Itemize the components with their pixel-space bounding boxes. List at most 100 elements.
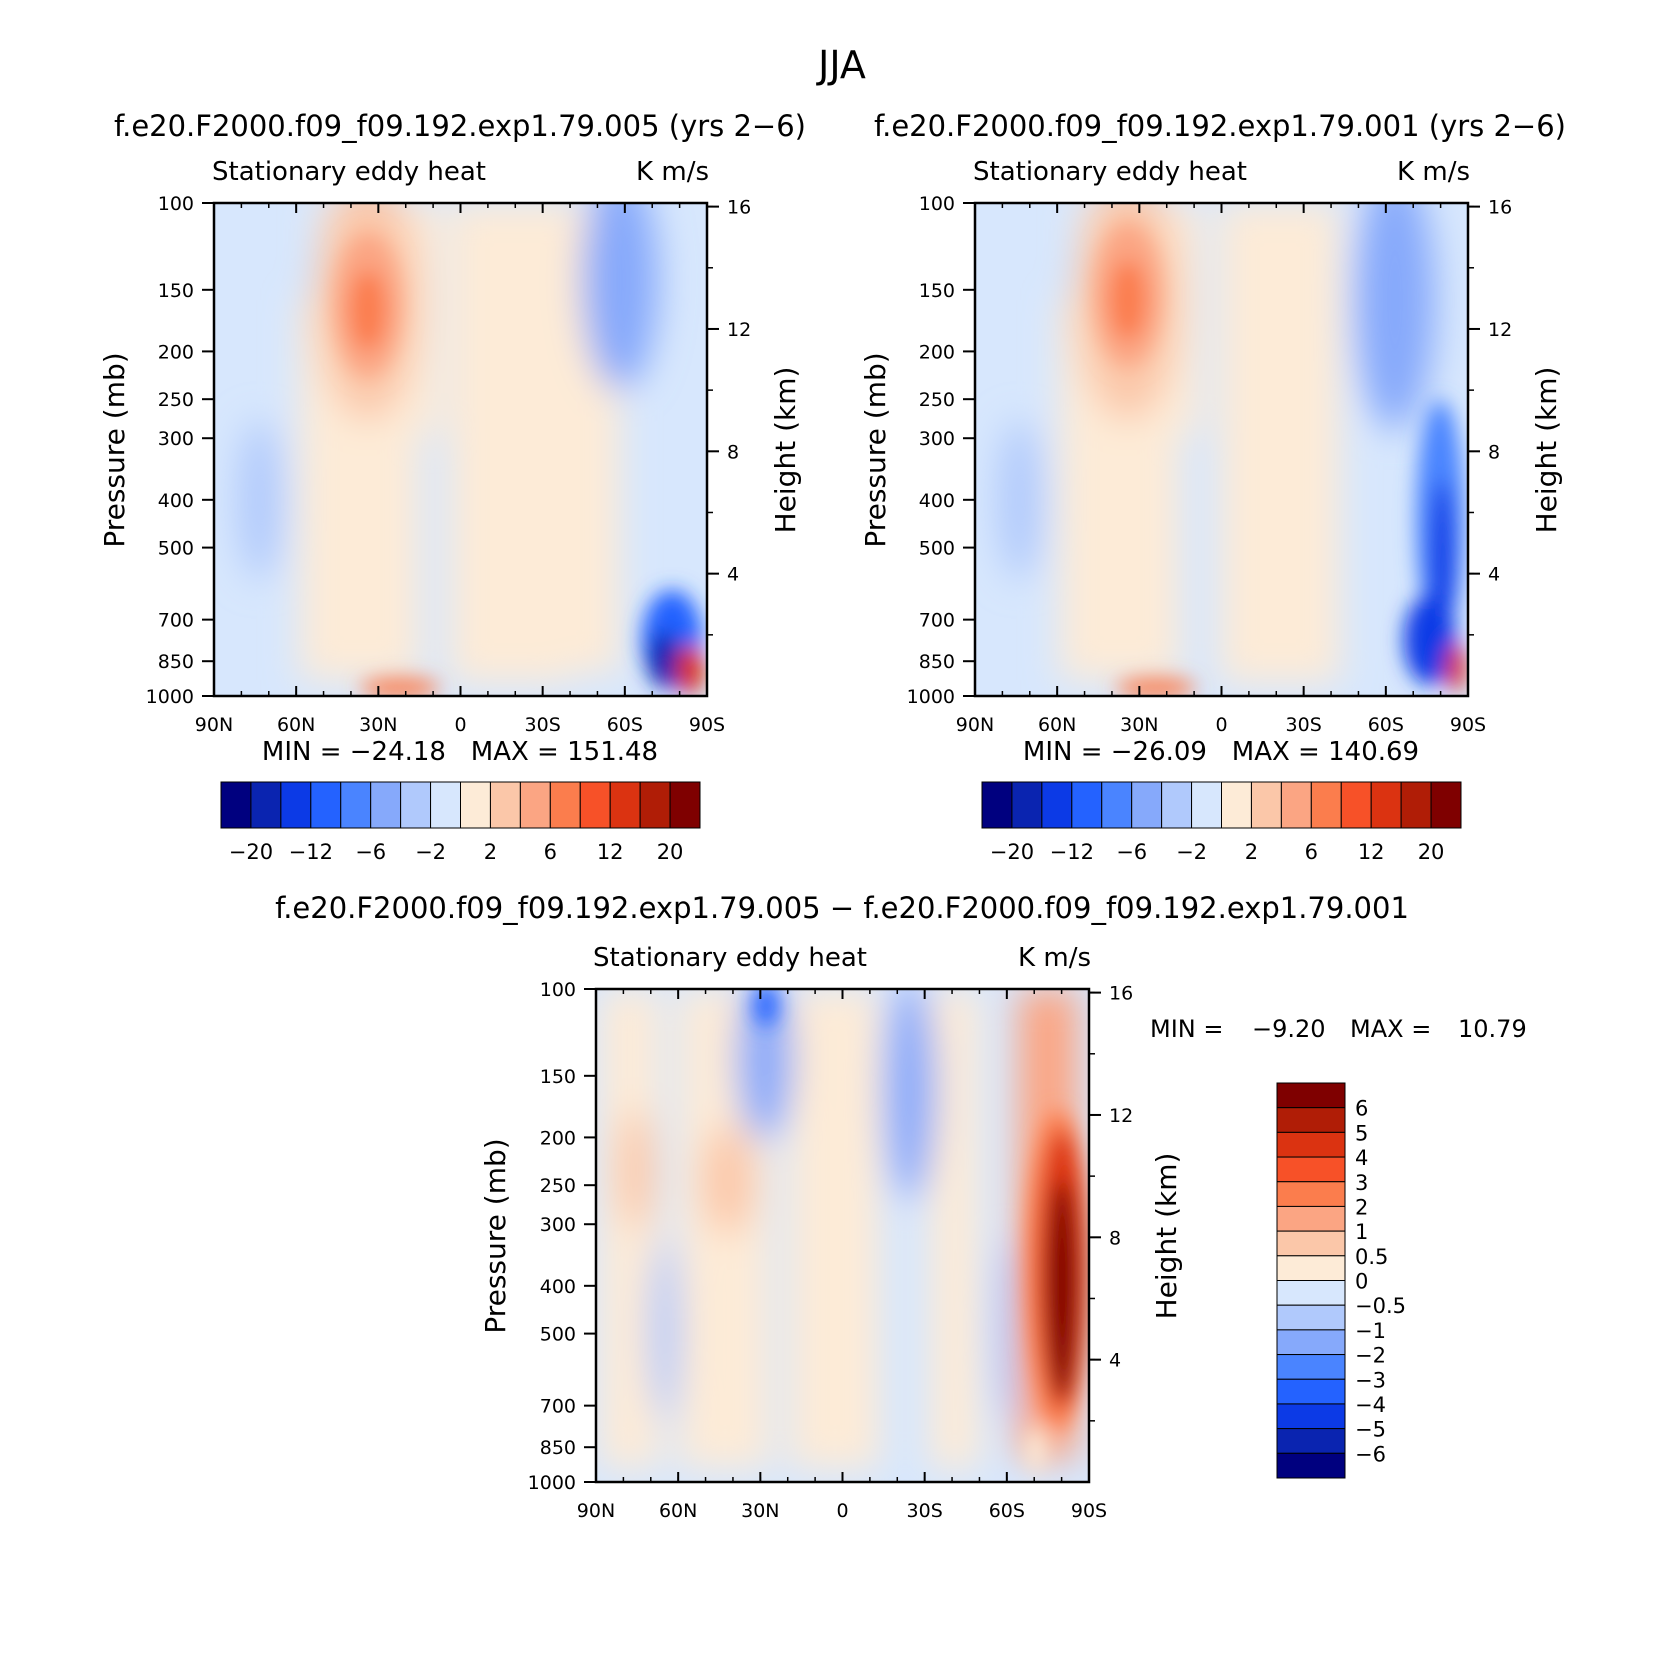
- y-tick-label: 250: [919, 389, 955, 411]
- stats-label: MIN = −26.09 MAX = 140.69: [1023, 737, 1419, 767]
- colorbar-label: 2: [1245, 840, 1258, 864]
- y-tick-label: 300: [540, 1214, 576, 1236]
- colorbar-label: −0.5: [1355, 1294, 1406, 1318]
- contour-field: [975, 203, 1468, 696]
- smoothed-features: [600, 989, 1078, 1469]
- panel-title: f.e20.F2000.f09_f09.192.exp1.79.005 − f.…: [275, 891, 1409, 925]
- colorbar-label: 5: [1355, 1121, 1368, 1145]
- colorbar-box: [1370, 781, 1402, 829]
- y2-tick-label: 8: [1488, 441, 1500, 463]
- y-axis-left: 100 150 200 250 300 400 500 700 850 1000: [528, 979, 596, 1494]
- colorbar-box: [1276, 1304, 1346, 1331]
- y-axis-right: 16 12 8 4: [707, 197, 751, 636]
- positive-band: [1220, 203, 1340, 683]
- colorbar-label: −5: [1355, 1418, 1386, 1442]
- sharp-features: [754, 989, 1089, 1474]
- colorbar-box: [1250, 781, 1282, 829]
- panel-title: f.e20.F2000.f09_f09.192.exp1.79.005 (yrs…: [114, 109, 806, 143]
- y-axis-left: 100 150 200 250 300 400 500 700 850 1000: [907, 193, 975, 708]
- positive-band: [790, 989, 880, 1469]
- panel-1: f.e20.F2000.f09_f09.192.exp1.79.005 (yrs…: [98, 109, 806, 864]
- y-axis-label: Pressure (mb): [98, 352, 131, 547]
- colorbar-box: [1276, 1131, 1346, 1158]
- x-tick-label: 90N: [195, 714, 233, 736]
- y-tick-label: 150: [919, 280, 955, 302]
- y-tick-label: 150: [158, 280, 194, 302]
- x-tick-label: 90N: [956, 714, 994, 736]
- positive-max: [1046, 1180, 1078, 1400]
- colorbar-box: [1276, 1354, 1346, 1380]
- colorbar-box: [1131, 781, 1163, 829]
- y-tick-label: 850: [540, 1437, 576, 1459]
- y-axis-right: 16 12 8 4: [1089, 983, 1133, 1422]
- contour-field: [214, 203, 707, 696]
- y2-tick-label: 12: [727, 319, 751, 341]
- x-tick-label: 60N: [277, 714, 315, 736]
- negative-region: [582, 203, 658, 390]
- colorbar-box: [579, 781, 611, 829]
- colorbar-box: [1430, 781, 1462, 829]
- x-tick-label: 0: [836, 1500, 848, 1522]
- colorbar-label: 6: [1355, 1097, 1368, 1121]
- colorbar-box: [1191, 781, 1222, 829]
- x-tick-label: 90S: [689, 714, 725, 736]
- colorbar-box: [1276, 1156, 1346, 1183]
- positive-region: [702, 1125, 754, 1235]
- colorbar-label: −1: [1355, 1319, 1386, 1343]
- x-tick-label: 60N: [659, 1500, 697, 1522]
- y-tick-label: 700: [540, 1396, 576, 1418]
- y-tick-label: 200: [919, 341, 955, 363]
- colorbar-box: [430, 781, 461, 829]
- y-tick-label: 400: [919, 490, 955, 512]
- colorbar-box: [639, 781, 671, 829]
- stats-label: MIN = −24.18 MAX = 151.48: [262, 737, 658, 767]
- colorbar-label: −6: [1355, 1442, 1386, 1466]
- colorbar-label: −20: [229, 840, 273, 864]
- colorbar-box: [1276, 1452, 1346, 1479]
- negative-region: [998, 420, 1042, 580]
- colorbar-label: −2: [415, 840, 446, 864]
- colorbar-label: 2: [484, 840, 497, 864]
- colorbar-box: [340, 781, 372, 829]
- colorbar-label: −6: [1116, 840, 1147, 864]
- panel-subtitle-left: Stationary eddy heat: [593, 943, 867, 973]
- y-tick-label: 300: [158, 428, 194, 450]
- colorbar-label: −20: [990, 840, 1034, 864]
- x-tick-label: 30N: [1120, 714, 1158, 736]
- panel-subtitle-left: Stationary eddy heat: [212, 157, 486, 187]
- negative-region: [238, 420, 282, 580]
- y-tick-label: 500: [540, 1324, 576, 1346]
- x-tick-label: 90S: [1450, 714, 1486, 736]
- x-tick-label: 30S: [907, 1500, 943, 1522]
- panel-subtitle-right: K m/s: [1018, 943, 1091, 973]
- panel-title: f.e20.F2000.f09_f09.192.exp1.79.001 (yrs…: [874, 109, 1566, 143]
- colorbar-box: [1276, 1428, 1346, 1454]
- y-axis-label: Pressure (mb): [479, 1138, 512, 1333]
- positive-surface: [1116, 678, 1196, 696]
- positive-band: [600, 989, 660, 1469]
- y-tick-label: 100: [158, 193, 194, 215]
- colorbar-label: −6: [355, 840, 386, 864]
- positive-band: [450, 203, 570, 683]
- colorbar-label: 3: [1355, 1171, 1368, 1195]
- colorbar-box: [1276, 1107, 1346, 1133]
- colorbar-box: [1276, 1378, 1346, 1405]
- y-tick-label: 500: [919, 538, 955, 560]
- colorbar-box: [1276, 1329, 1346, 1356]
- y-axis-label: Pressure (mb): [859, 352, 892, 547]
- colorbar-box: [981, 781, 1013, 829]
- surface-dipole: [1026, 1426, 1046, 1474]
- x-tick-label: 60S: [1368, 714, 1404, 736]
- y-axis-left: 100 150 200 250 300 400 500 700 850 1000: [146, 193, 214, 708]
- colorbar-label: −12: [289, 840, 333, 864]
- x-tick-label: 0: [454, 714, 466, 736]
- colorbar-box: [1041, 781, 1073, 829]
- stats-max-value: 10.79: [1458, 1015, 1527, 1043]
- x-tick-label: 30S: [525, 714, 561, 736]
- colorbar-box: [1071, 781, 1103, 829]
- sharp-features: [334, 233, 704, 696]
- x-tick-label: 90N: [577, 1500, 615, 1522]
- colorbar-label: 6: [544, 840, 557, 864]
- y-axis-right: 16 12 8 4: [1468, 197, 1512, 636]
